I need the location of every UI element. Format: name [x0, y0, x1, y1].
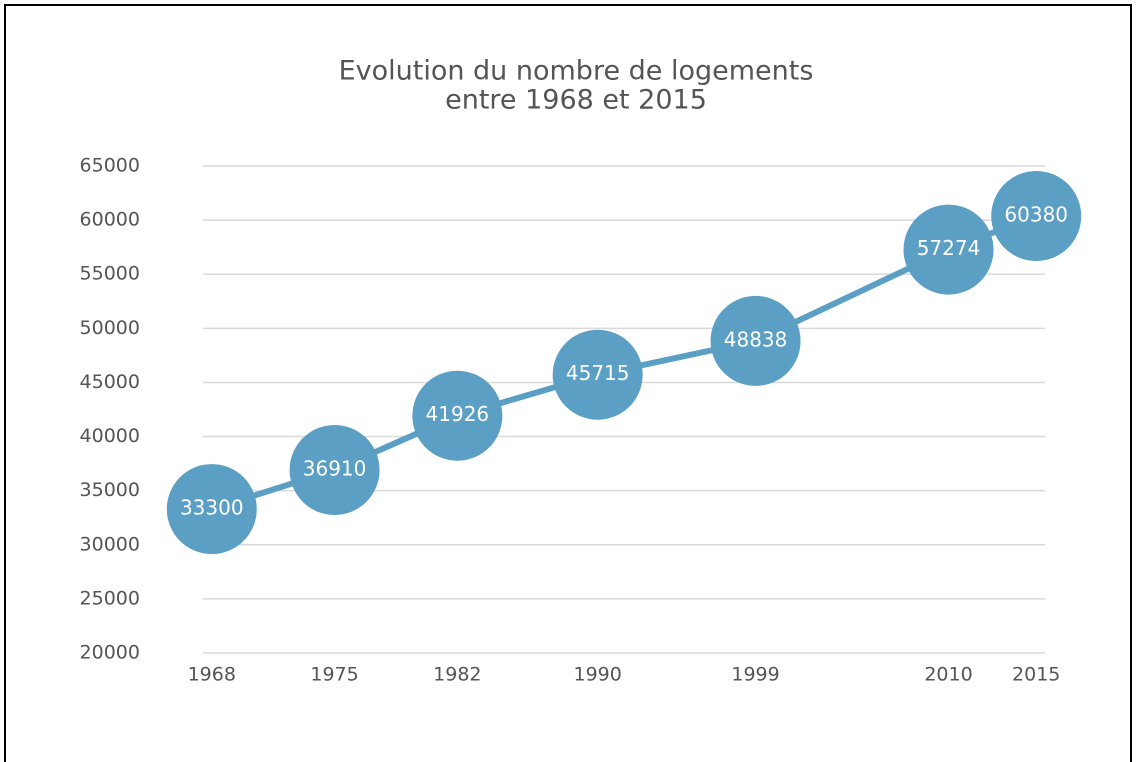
- x-tick-label: 2015: [1012, 664, 1060, 686]
- x-tick-label: 1982: [433, 664, 481, 686]
- y-tick-label: 45000: [80, 371, 140, 393]
- marker: [903, 204, 994, 295]
- y-tick-label: 20000: [80, 642, 140, 664]
- x-tick-label: 1999: [731, 664, 779, 686]
- marker: [991, 170, 1082, 261]
- marker: [166, 464, 257, 555]
- chart-subtitle: entre 1968 et 2015: [445, 85, 707, 116]
- y-tick-label: 50000: [80, 317, 140, 339]
- y-tick-label: 30000: [80, 533, 140, 555]
- marker: [412, 370, 503, 461]
- y-tick-label: 60000: [80, 209, 140, 231]
- data-label: 57274: [917, 236, 981, 260]
- y-tick-label: 25000: [80, 587, 140, 609]
- chart-title: Evolution du nombre de logements: [339, 56, 814, 87]
- marker: [552, 329, 643, 420]
- x-tick-label: 1990: [574, 664, 622, 686]
- data-label: 36910: [303, 456, 367, 480]
- marker: [710, 295, 801, 386]
- y-tick-label: 35000: [80, 479, 140, 501]
- data-label: 48838: [724, 327, 788, 351]
- x-tick-label: 2010: [924, 664, 972, 686]
- y-tick-label: 65000: [80, 155, 140, 177]
- x-tick-label: 1968: [188, 664, 236, 686]
- y-tick-label: 55000: [80, 263, 140, 285]
- data-label: 41926: [426, 402, 490, 426]
- marker: [289, 424, 380, 515]
- data-label: 45715: [566, 361, 630, 385]
- data-label: 60380: [1004, 202, 1068, 226]
- y-tick-label: 40000: [80, 425, 140, 447]
- data-label: 33300: [180, 496, 244, 520]
- x-tick-label: 1975: [310, 664, 358, 686]
